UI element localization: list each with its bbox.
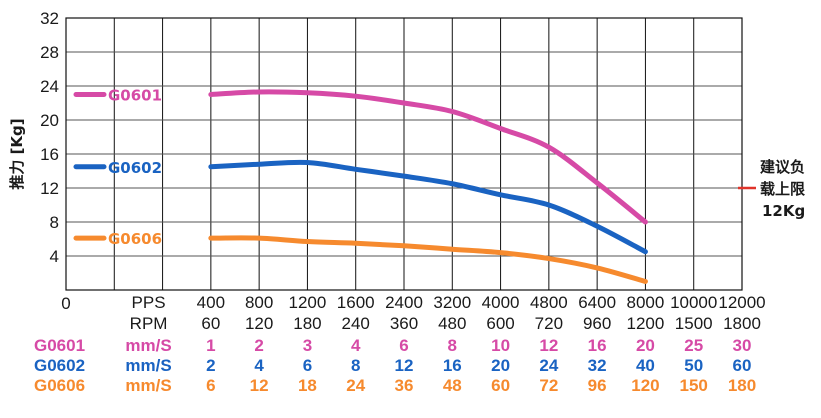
table-cell-speed: 40: [636, 356, 655, 375]
series-line-g0602: [208, 159, 648, 255]
table-cell-speed: 6: [206, 376, 215, 395]
rpm-tick-label: 720: [535, 314, 563, 333]
rpm-tick-label: 960: [583, 314, 611, 333]
y-tick-label: 8: [50, 213, 59, 232]
table-cell-speed: 120: [631, 376, 659, 395]
table-cell-speed: 6: [399, 336, 408, 355]
table-cell-speed: 8: [351, 356, 360, 375]
y-tick-label: 0: [61, 294, 70, 313]
rpm-tick-label: 120: [245, 314, 273, 333]
table-cell-speed: 3: [303, 336, 312, 355]
table-cell-speed: 18: [298, 376, 317, 395]
pps-tick-label: 1200: [289, 293, 327, 312]
table-cell-speed: 32: [588, 356, 607, 375]
table-cell-speed: 6: [303, 356, 312, 375]
table-cell-speed: 2: [206, 356, 215, 375]
legend-label-g0601: G0601: [108, 87, 162, 105]
table-cell-speed: 36: [395, 376, 414, 395]
table-cell-speed: 150: [680, 376, 708, 395]
legend-label-g0606: G0606: [108, 230, 162, 248]
pps-tick-label: 12000: [718, 293, 765, 312]
y-tick-label: 28: [40, 43, 59, 62]
y-tick-label: 24: [40, 77, 59, 96]
rpm-tick-label: 1500: [675, 314, 713, 333]
table-row-name-g0601: G0601: [34, 336, 85, 355]
rpm-tick-label: 480: [438, 314, 466, 333]
y-tick-label: 16: [40, 145, 59, 164]
table-cell-speed: 12: [395, 356, 414, 375]
max-load-text-line1: 建议负: [760, 158, 805, 176]
y-axis-ticks: 32 28 24 20 16 12 8 4 0: [40, 9, 71, 313]
series-lines: [208, 89, 648, 284]
table-row-unit: mm/S: [125, 356, 171, 375]
table-cell-speed: 20: [636, 336, 655, 355]
table-cell-speed: 25: [684, 336, 703, 355]
series-line-g0601: [208, 89, 648, 225]
pps-tick-label: 400: [197, 293, 225, 312]
table-cell-speed: 72: [539, 376, 558, 395]
table-row-unit: mm/S: [125, 376, 171, 395]
series-legend: G0601 G0602 G0606: [73, 87, 162, 248]
rpm-label: RPM: [130, 314, 168, 333]
pps-tick-label: 2400: [385, 293, 423, 312]
rpm-tick-label: 1200: [627, 314, 665, 333]
rpm-tick-label: 180: [293, 314, 321, 333]
table-cell-speed: 1: [206, 336, 215, 355]
y-tick-label: 4: [50, 247, 59, 266]
table-cell-speed: 12: [250, 376, 269, 395]
pps-tick-label: 6400: [578, 293, 616, 312]
pps-tick-label: 1600: [337, 293, 375, 312]
rpm-tick-label: 240: [342, 314, 370, 333]
legend-label-g0602: G0602: [108, 159, 162, 177]
table-cell-speed: 4: [351, 336, 361, 355]
table-cell-speed: 24: [539, 356, 558, 375]
rpm-tick-label: 1800: [723, 314, 761, 333]
table-cell-speed: 20: [491, 356, 510, 375]
max-load-text-line3: 12Kg: [762, 202, 805, 220]
rpm-tick-label: 600: [486, 314, 514, 333]
table-row-name-g0606: G0606: [34, 376, 85, 395]
table-cell-speed: 8: [448, 336, 457, 355]
grid: [65, 17, 743, 291]
rpm-tick-label: 60: [201, 314, 220, 333]
pps-tick-label: 10000: [670, 293, 717, 312]
table-cell-speed: 96: [588, 376, 607, 395]
table-cell-speed: 24: [346, 376, 365, 395]
pps-tick-label: 4800: [530, 293, 568, 312]
table-cell-speed: 4: [254, 356, 264, 375]
y-tick-label: 20: [40, 111, 59, 130]
table-cell-speed: 48: [443, 376, 462, 395]
x-axis-labels: PPS RPM 400 800 1200 1600 2400 3200 4000 4800 6400…: [130, 293, 766, 333]
table-cell-speed: 2: [254, 336, 263, 355]
table-row-unit: mm/S: [125, 336, 171, 355]
table-cell-speed: 16: [588, 336, 607, 355]
table-cell-speed: 60: [733, 356, 752, 375]
series-line-g0606: [208, 235, 648, 284]
pps-tick-label: 800: [245, 293, 273, 312]
pps-tick-label: 4000: [482, 293, 520, 312]
table-cell-speed: 10: [491, 336, 510, 355]
plot-frame: [65, 17, 743, 291]
table-cell-speed: 30: [733, 336, 752, 355]
table-cell-speed: 16: [443, 356, 462, 375]
table-cell-speed: 50: [684, 356, 703, 375]
pps-tick-label: 8000: [627, 293, 665, 312]
table-cell-speed: 12: [539, 336, 558, 355]
table-row-name-g0602: G0602: [34, 356, 85, 375]
y-axis-label: 推力 [Kg]: [8, 118, 26, 189]
pps-label: PPS: [132, 293, 166, 312]
pps-tick-label: 3200: [433, 293, 471, 312]
max-load-text-line2: 载上限: [760, 180, 805, 198]
rpm-tick-label: 360: [390, 314, 418, 333]
y-tick-label: 12: [40, 179, 59, 198]
table-cell-speed: 60: [491, 376, 510, 395]
table-cell-speed: 180: [728, 376, 756, 395]
y-tick-label: 32: [40, 9, 59, 28]
